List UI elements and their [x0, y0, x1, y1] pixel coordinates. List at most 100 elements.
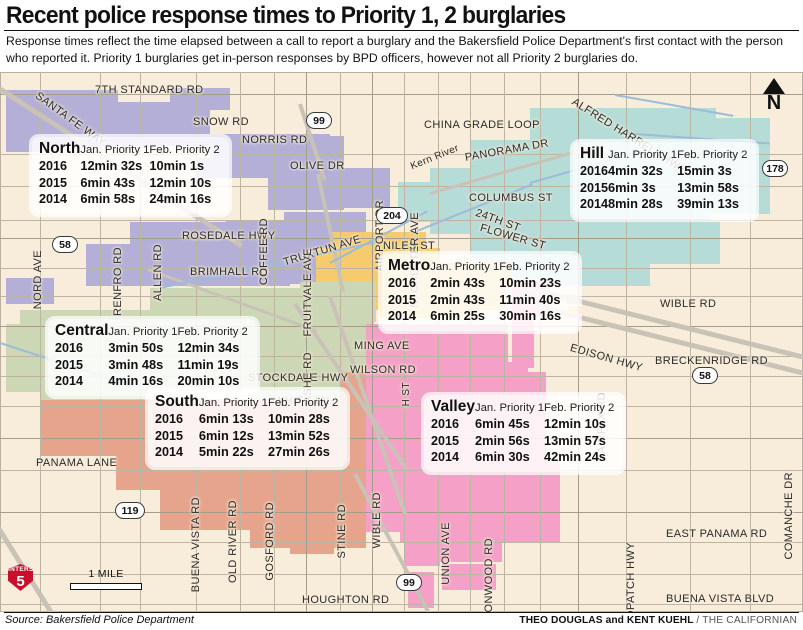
- data-table-metro: Metro Jan. Priority 1 Feb. Priority 2 20…: [388, 258, 570, 325]
- table-row: 2016 2min 43s 10min 23s: [388, 275, 570, 292]
- road-line: [0, 376, 803, 378]
- row-year: 2016: [388, 276, 417, 290]
- road-label: COTTONWOOD RD: [483, 538, 495, 612]
- row-year: 2015: [39, 175, 68, 190]
- road-line: [504, 72, 506, 612]
- interstate-number: 5: [16, 573, 25, 590]
- north-arrow: N: [757, 78, 791, 113]
- row-p2: 12min 10s: [149, 174, 212, 190]
- data-table-south: South Jan. Priority 1 Feb. Priority 2 20…: [155, 394, 338, 461]
- road-label: HOUGHTON RD: [302, 594, 390, 606]
- table-row: 2015 6min 43s 12min 10s: [39, 175, 220, 192]
- column-header-p2: Feb. Priority 2: [267, 397, 339, 409]
- row-year: 2015: [431, 433, 460, 448]
- road-label: WEEDPATCH HWY: [625, 542, 637, 612]
- road-label: NORD AVE: [32, 250, 44, 310]
- row-year: 2014: [431, 450, 460, 464]
- table-row: 2015 6min 12s 13min 52s: [155, 428, 338, 445]
- road-label: ROSEDALE HWY: [182, 230, 276, 242]
- district-name-north: North: [39, 140, 81, 157]
- region-valley: [442, 564, 496, 590]
- row-p2: 13min 58s: [677, 179, 739, 195]
- road-label: MING AVE: [354, 340, 410, 352]
- table-row: 2016 3min 50s 12min 34s: [55, 340, 248, 357]
- row-p2: 10min 23s: [499, 275, 562, 290]
- column-header-p1: Jan. Priority 1: [608, 149, 678, 161]
- source-note: Source: Bakersfield Police Department: [5, 614, 194, 626]
- road-label: COLUMBUS ST: [469, 192, 553, 204]
- row-p1: 2min 43s: [430, 275, 485, 290]
- table-header-row: South Jan. Priority 1 Feb. Priority 2: [155, 394, 338, 411]
- table-header-row: Metro Jan. Priority 1 Feb. Priority 2: [388, 258, 570, 275]
- district-name-metro: Metro: [388, 257, 431, 274]
- table-row: 2015 6min 3s 13min 58s: [580, 180, 747, 197]
- column-header-p2: Feb. Priority 2: [544, 402, 615, 414]
- callout-south: South Jan. Priority 1 Feb. Priority 2 20…: [148, 390, 348, 467]
- row-year: 2016: [55, 341, 84, 355]
- region-north: [86, 244, 142, 286]
- table-row: 2015 2min 56s 13min 57s: [431, 433, 614, 450]
- row-year: 2015: [388, 292, 417, 307]
- row-year: 2016: [39, 159, 68, 173]
- table-row: 2014 8min 28s 39min 13s: [580, 196, 747, 213]
- header-divider: [4, 30, 799, 31]
- row-year: 2015: [580, 180, 609, 195]
- road-line: [404, 72, 406, 612]
- table-row: 2015 2min 43s 11min 40s: [388, 292, 570, 309]
- region-valley: [404, 542, 440, 566]
- road-label: WIBLE RD: [371, 492, 383, 549]
- page-title: Recent police response times to Priority…: [6, 2, 566, 29]
- road-label: NORRIS RD: [242, 134, 308, 146]
- row-p1: 6min 25s: [430, 308, 485, 323]
- table-row: 2016 4min 32s 15min 3s: [580, 163, 747, 180]
- road-label: COFFEE RD: [258, 218, 270, 286]
- data-table-hill: Hill Jan. Priority 1 Feb. Priority 2 201…: [580, 146, 747, 213]
- road-label: GOSFORD RD: [264, 502, 276, 581]
- road-line: [40, 72, 42, 612]
- footer: Source: Bakersfield Police Department TH…: [0, 612, 803, 630]
- road-line: [0, 438, 803, 440]
- road-label: OLD RIVER RD: [227, 500, 239, 584]
- road-label: STOCKDALE HWY: [248, 372, 349, 384]
- table-row: 2014 6min 58s 24min 16s: [39, 191, 220, 208]
- scale-bar-graphic: [70, 583, 142, 590]
- interstate-caption: INTERSTATE: [8, 566, 51, 573]
- road-line: [0, 94, 803, 96]
- road-line: [578, 72, 580, 612]
- callout-north: North Jan. Priority 1 Feb. Priority 2 20…: [32, 137, 229, 214]
- road-label: WIBLE RD: [660, 298, 717, 310]
- row-p1: 6min 12s: [198, 427, 254, 443]
- header-subtitle: Response times reflect the time elapsed …: [6, 34, 784, 65]
- region-north: [6, 278, 54, 304]
- row-p2: 12min 34s: [177, 340, 240, 355]
- table-row: 2014 6min 30s 42min 24s: [431, 449, 614, 466]
- row-year: 2014: [155, 445, 184, 459]
- table-row: 2014 4min 16s 20min 10s: [55, 373, 248, 390]
- row-p2: 42min 24s: [544, 449, 606, 464]
- road-label: BUENA VISTA RD: [190, 497, 202, 593]
- table-row: 2016 12min 32s 10min 1s: [39, 158, 220, 175]
- row-year: 2014: [580, 197, 609, 211]
- row-year: 2014: [39, 192, 68, 206]
- row-p2: 11min 40s: [499, 291, 561, 307]
- region-valley: [430, 528, 502, 562]
- road-line: [0, 186, 803, 188]
- region-north: [170, 88, 230, 110]
- row-p2: 10min 1s: [149, 158, 205, 173]
- district-name-valley: Valley: [431, 398, 475, 415]
- row-p1: 6min 43s: [80, 174, 136, 190]
- road-label: WILSON RD: [350, 364, 416, 376]
- road-line: [0, 238, 803, 240]
- footer-divider: [4, 612, 799, 613]
- row-year: 2016: [580, 164, 609, 178]
- row-p1: 2min 56s: [474, 432, 530, 448]
- data-table-central: Central Jan. Priority 1 Feb. Priority 2 …: [55, 323, 248, 390]
- road-label: EAST PANAMA RD: [666, 528, 768, 540]
- row-p1: 5min 22s: [198, 444, 254, 459]
- road-label: RENFRO RD: [112, 247, 124, 316]
- row-p1: 12min 32s: [80, 158, 143, 173]
- road-label: UNION AVE: [440, 522, 452, 585]
- row-p1: 6min 13s: [198, 411, 254, 426]
- row-p2: 12min 10s: [544, 416, 606, 431]
- road-label: SNOW RD: [193, 116, 249, 128]
